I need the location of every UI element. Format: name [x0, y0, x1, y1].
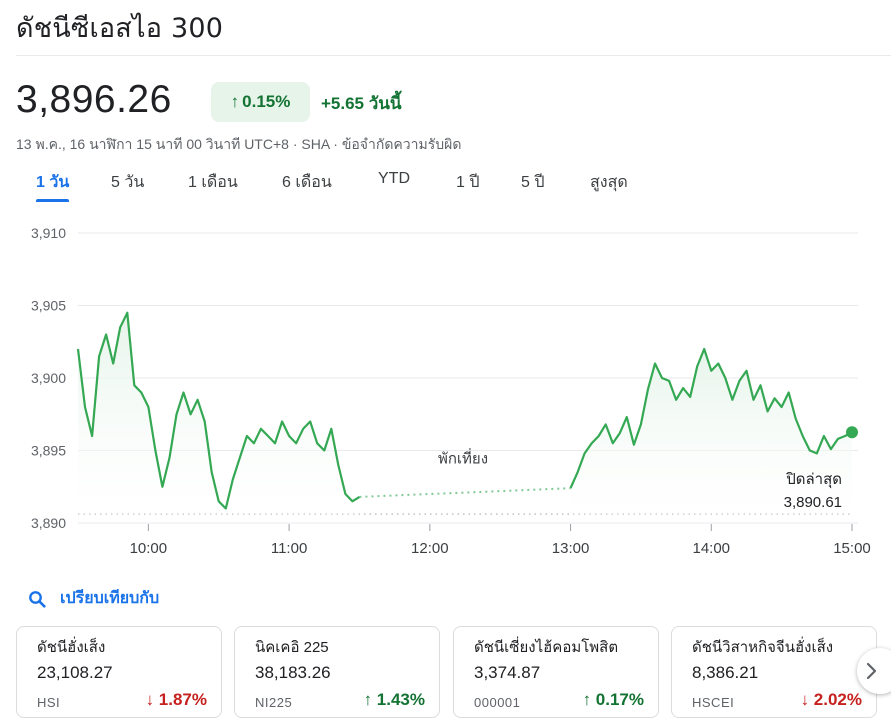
lunch-break-label: พักเที่ยง [438, 448, 488, 468]
x-tick-label: 13:00 [552, 540, 590, 557]
card-name: นิคเคอิ 225 [255, 639, 329, 656]
y-tick-label: 3,905 [31, 298, 66, 314]
x-tick-label: 15:00 [833, 540, 871, 557]
arrow-down-icon: ↓ [800, 690, 810, 709]
card-value: 38,183.26 [255, 663, 331, 682]
change-percent-badge: ↑ 0.15% [211, 82, 310, 122]
current-value-dot [846, 426, 858, 439]
current-price: 3,896.26 [16, 78, 172, 121]
card-symbol: 000001 [474, 695, 521, 710]
tab-1d[interactable]: 1 วัน [36, 170, 70, 202]
compare-button[interactable]: เปรียบเทียบกับ [28, 586, 159, 611]
y-tick-label: 3,895 [31, 443, 66, 459]
card-name: ดัชนีฮั่งเส็ง [37, 639, 106, 656]
compare-card-hsi[interactable]: ดัชนีฮั่งเส็ง 23,108.27 HSI ↓ 1.87% [16, 626, 222, 718]
tab-max[interactable]: สูงสุด [590, 174, 628, 191]
arrow-up-icon: ↑ [582, 690, 592, 709]
card-value: 23,108.27 [37, 663, 113, 682]
previous-close-label: ปิดล่าสุด [785, 471, 842, 489]
tab-6m[interactable]: 6 เดือน [282, 174, 332, 191]
card-symbol: HSI [37, 695, 61, 710]
compare-card-shcomp[interactable]: ดัชนีเซี่ยงไฮ้คอมโพสิต 3,374.87 000001 ↑… [453, 626, 659, 718]
change-percent: 0.15% [242, 92, 291, 111]
card-symbol: HSCEI [692, 695, 735, 710]
chevron-right-icon [866, 662, 877, 680]
card-change: ↓ 1.87% [145, 690, 207, 709]
arrow-down-icon: ↓ [145, 690, 155, 709]
card-name: ดัชนีวิสาหกิจจีนฮั่งเส็ง [692, 639, 834, 656]
tab-5d[interactable]: 5 วัน [111, 174, 145, 191]
intraday-chart[interactable]: 3,910 3,905 3,900 3,895 3,890 10:00 11:00 12:00… [0, 215, 891, 570]
arrow-up-icon: ↑ [363, 690, 373, 709]
compare-card-hscei[interactable]: ดัชนีวิสาหกิจจีนฮั่งเส็ง 8,386.21 HSCEI … [671, 626, 877, 718]
card-symbol: NI225 [255, 695, 293, 710]
x-tick-label: 12:00 [411, 540, 449, 557]
tab-1m[interactable]: 1 เดือน [188, 174, 238, 191]
search-icon [29, 590, 46, 608]
compare-card-ni225[interactable]: นิคเคอิ 225 38,183.26 NI225 ↑ 1.43% [234, 626, 440, 718]
change-absolute: +5.65 วันนี้ [321, 94, 402, 113]
series-line-morning [76, 311, 361, 510]
y-tick-label: 3,890 [31, 515, 66, 531]
card-change: ↓ 2.02% [800, 690, 862, 709]
next-cards-button[interactable] [857, 648, 891, 694]
tab-5y[interactable]: 5 ปี [521, 174, 545, 191]
previous-close-value: 3,890.61 [784, 494, 842, 511]
card-change: ↑ 1.43% [363, 690, 425, 709]
arrow-up-icon: ↑ [230, 92, 240, 111]
series-area-afternoon [570, 349, 852, 523]
card-change: ↑ 0.17% [582, 690, 644, 709]
tab-1y[interactable]: 1 ปี [456, 174, 480, 191]
card-value: 8,386.21 [692, 663, 759, 682]
y-tick-label: 3,900 [31, 370, 66, 386]
x-tick-label: 10:00 [130, 540, 168, 557]
card-value: 3,374.87 [474, 663, 541, 682]
lunch-break-connector [359, 487, 571, 498]
compare-label: เปรียบเทียบกับ [60, 590, 160, 607]
series-area-morning [78, 312, 360, 523]
x-tick-label: 11:00 [271, 540, 307, 557]
series-line-afternoon [569, 347, 853, 489]
page-title: ดัชนีซีเอสไอ 300 [16, 13, 224, 44]
y-tick-label: 3,910 [31, 225, 66, 241]
card-name: ดัชนีเซี่ยงไฮ้คอมโพสิต [474, 639, 619, 656]
quote-meta: 13 พ.ค., 16 นาฬิกา 15 นาที 00 วินาที UTC… [16, 136, 462, 152]
x-tick-label: 14:00 [692, 540, 730, 557]
header-divider [16, 55, 891, 56]
tab-ytd[interactable]: YTD [378, 170, 410, 187]
